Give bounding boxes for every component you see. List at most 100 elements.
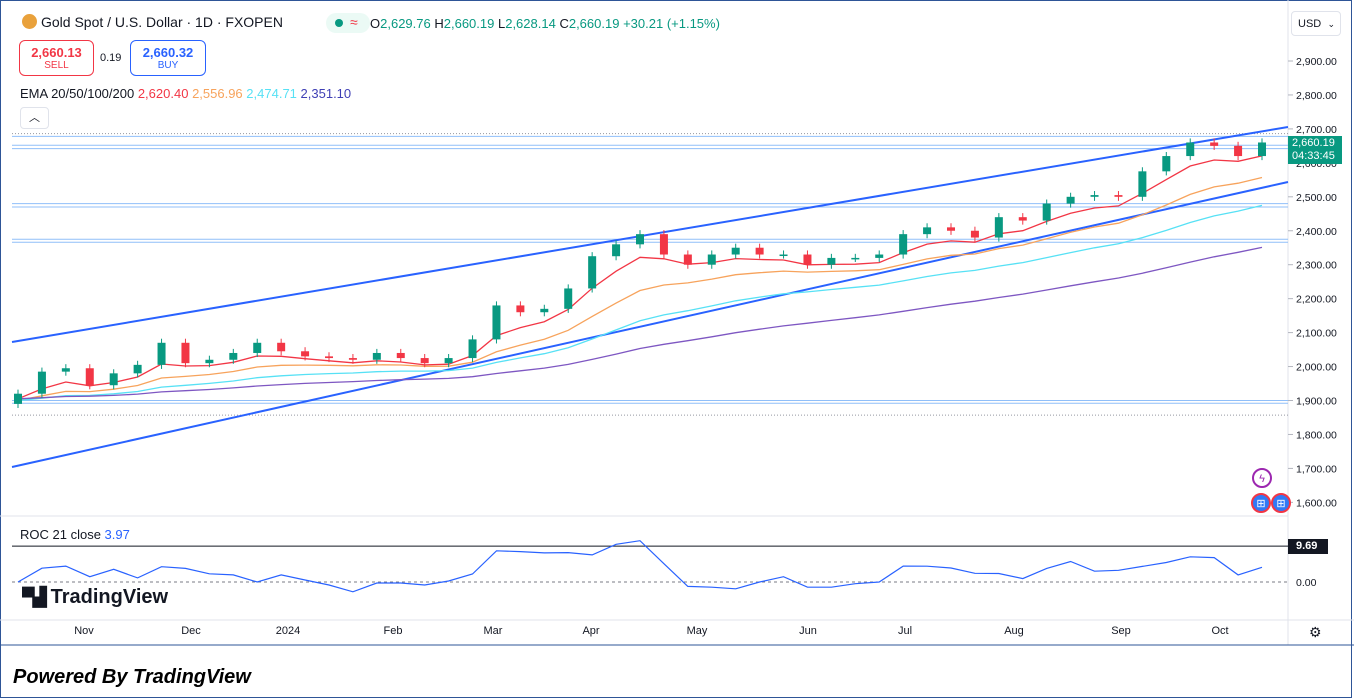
- candle-body: [540, 308, 549, 313]
- candle-body: [923, 227, 932, 235]
- powered-by-caption: Powered By TradingView: [13, 666, 251, 688]
- candle-body: [205, 359, 214, 364]
- sell-label: SELL: [44, 60, 69, 71]
- roc-pane: 0.00: [12, 540, 1317, 593]
- candle-body: [1114, 195, 1123, 197]
- time-tick-label: Dec: [181, 625, 201, 637]
- time-axis-ticks: Nov Dec 2024 Feb Mar Apr May Jun Jul Aug Sep Oct: [74, 625, 1228, 637]
- chevron-down-icon: ⌄: [1327, 19, 1335, 29]
- tradingview-logo[interactable]: ▀▟ TradingView: [22, 586, 169, 608]
- candle-body: [851, 257, 860, 260]
- market-open-dot-icon: [335, 19, 343, 27]
- currency-selector[interactable]: USD ⌄: [1291, 11, 1341, 36]
- time-tick-label: Aug: [1004, 625, 1024, 637]
- bar-countdown: 04:33:45: [1292, 150, 1335, 162]
- ema200-line: [17, 246, 1263, 400]
- price-tick-label: 2,900.00: [1296, 56, 1337, 68]
- gear-icon[interactable]: ⚙: [1309, 624, 1322, 640]
- time-tick-label: Jul: [898, 625, 912, 637]
- candle-body: [875, 254, 884, 258]
- candle-body: [803, 254, 812, 265]
- buy-label: BUY: [157, 60, 179, 71]
- us-flag-icon[interactable]: ⊞: [1251, 493, 1271, 513]
- price-tick-label: 1,900.00: [1296, 396, 1337, 408]
- roc-zero-label: 0.00: [1296, 577, 1317, 589]
- candle-body: [492, 305, 501, 340]
- ema100-value: 2,474.71: [246, 86, 297, 101]
- price-tick-label: 2,700.00: [1296, 124, 1337, 136]
- candle-body: [564, 288, 573, 309]
- us-flag-icon[interactable]: ⊞: [1271, 493, 1291, 513]
- spread-value: 0.19: [100, 52, 122, 64]
- time-tick-label: Mar: [484, 625, 503, 637]
- candle-body: [325, 356, 333, 359]
- price-tick-label: 2,800.00: [1296, 90, 1337, 102]
- symbol-title[interactable]: Gold Spot / U.S. Dollar · 1D · FXOPEN: [22, 14, 283, 30]
- lightning-icon[interactable]: ϟ: [1252, 468, 1272, 488]
- price-tick-label: 2,000.00: [1296, 362, 1337, 374]
- low-value: 2,628.14: [505, 16, 556, 31]
- roc-legend[interactable]: ROC 21 close 3.97: [20, 527, 130, 542]
- ohlc-readout: O2,629.76 H2,660.19 L2,628.14 C2,660.19 …: [370, 16, 720, 31]
- ema-legend-label: EMA 20/50/100/200: [20, 86, 135, 101]
- price-tick-label: 2,300.00: [1296, 260, 1337, 272]
- candle-body: [827, 257, 836, 265]
- candle-body: [37, 371, 46, 394]
- time-tick-label: Oct: [1211, 625, 1228, 637]
- ema50-line: [17, 176, 1263, 402]
- candle-body: [1090, 195, 1099, 197]
- channel-lower-line: [11, 181, 1289, 468]
- candle-body: [468, 339, 477, 359]
- price-tick-label: 2,400.00: [1296, 226, 1337, 238]
- candle-body: [659, 234, 668, 255]
- candle-body: [1210, 142, 1219, 146]
- candle-body: [1138, 171, 1147, 197]
- last-price-tag: 2,660.19 04:33:45: [1288, 136, 1342, 164]
- trend-channel: [11, 126, 1289, 468]
- buy-button[interactable]: 2,660.32 BUY: [130, 40, 206, 76]
- candle-body: [109, 373, 118, 386]
- tv-mark-icon: ▀▟: [22, 587, 47, 607]
- roc-marker-tag: 9.69: [1288, 539, 1328, 554]
- candle-body: [947, 227, 955, 231]
- candle-body: [1186, 142, 1195, 157]
- candle-body: [636, 234, 644, 245]
- time-tick-label: Sep: [1111, 625, 1131, 637]
- price-tick-label: 2,100.00: [1296, 328, 1337, 340]
- sell-button[interactable]: 2,660.13 SELL: [19, 40, 94, 76]
- candle-body: [420, 358, 429, 364]
- candle-body: [779, 254, 788, 257]
- candle-body: [516, 305, 525, 313]
- candle-body: [1258, 142, 1266, 157]
- candle-body: [348, 358, 357, 360]
- open-value: 2,629.76: [380, 16, 431, 31]
- candle-body: [85, 368, 94, 386]
- price-tick-label: 2,500.00: [1296, 192, 1337, 204]
- close-value: 2,660.19: [568, 16, 620, 31]
- candle-body: [181, 342, 190, 364]
- price-tick-label: 2,200.00: [1296, 294, 1337, 306]
- collapse-legend-button[interactable]: ︿: [20, 107, 49, 129]
- ema20-value: 2,620.40: [137, 86, 189, 101]
- candle-body: [1234, 145, 1243, 157]
- ema200-value: 2,351.10: [300, 86, 352, 101]
- last-price: 2,660.19: [1292, 137, 1335, 149]
- candle-body: [612, 244, 621, 257]
- roc-line: [17, 540, 1263, 593]
- candle-body: [133, 364, 142, 374]
- change-value: +30.21 (+1.15%): [623, 16, 720, 31]
- time-tick-label: 2024: [276, 625, 300, 637]
- gold-symbol-icon: [22, 14, 37, 29]
- candle-body: [157, 342, 166, 365]
- ema-legend[interactable]: EMA 20/50/100/200 2,620.40 2,556.96 2,47…: [20, 86, 351, 101]
- chevron-up-icon: ︿: [29, 112, 40, 124]
- candle-body: [253, 342, 262, 353]
- price-tick-label: 1,800.00: [1296, 429, 1337, 441]
- ema-lines: [17, 155, 1263, 402]
- candle-body: [229, 352, 238, 360]
- time-tick-label: May: [687, 625, 708, 637]
- candle-body: [588, 256, 597, 289]
- market-status-pill[interactable]: ≈: [326, 13, 370, 33]
- time-tick-label: Feb: [384, 625, 403, 637]
